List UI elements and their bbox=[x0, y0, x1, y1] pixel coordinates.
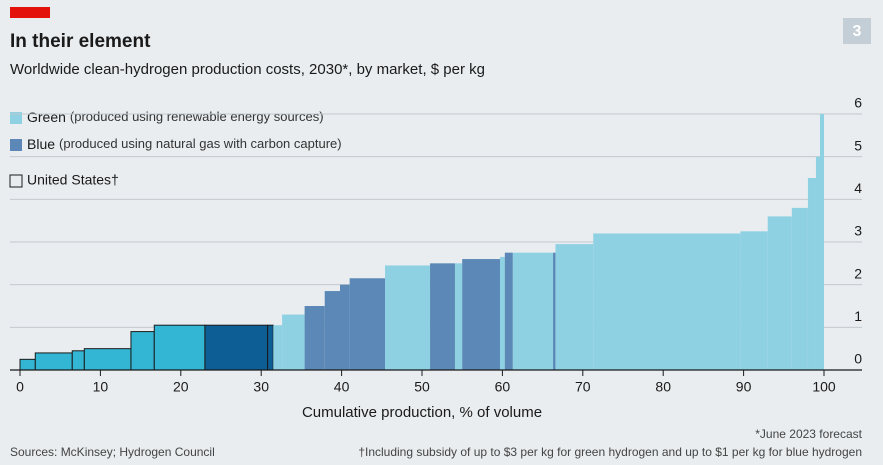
bar bbox=[740, 231, 768, 370]
legend-swatch bbox=[10, 112, 22, 124]
bar bbox=[34, 352, 73, 371]
x-tick-label: 80 bbox=[655, 379, 671, 395]
footnote: *June 2023 forecast bbox=[755, 427, 862, 441]
bar bbox=[462, 259, 500, 370]
bar bbox=[504, 252, 513, 370]
y-tick-label: 2 bbox=[854, 265, 862, 281]
legend-name: Blue bbox=[27, 136, 55, 152]
legend-entry: United States† bbox=[27, 172, 119, 188]
bar bbox=[819, 114, 824, 370]
bar bbox=[767, 216, 792, 370]
x-tick-label: 60 bbox=[495, 379, 511, 395]
badge: 3 bbox=[853, 23, 862, 40]
y-tick-label: 5 bbox=[854, 137, 862, 153]
bar bbox=[324, 291, 340, 370]
x-tick-label: 40 bbox=[334, 379, 350, 395]
source: Sources: McKinsey; Hydrogen Council bbox=[10, 445, 215, 459]
bar bbox=[304, 306, 325, 370]
bar bbox=[499, 256, 505, 370]
bar bbox=[430, 263, 455, 370]
legend-entry: Green (produced using renewable energy so… bbox=[27, 109, 324, 125]
bar bbox=[339, 284, 350, 370]
bar bbox=[273, 325, 283, 370]
legend-swatch bbox=[10, 139, 22, 151]
x-axis-label: Cumulative production, % of volume bbox=[302, 404, 542, 421]
bar bbox=[83, 348, 132, 371]
x-tick-label: 20 bbox=[173, 379, 189, 395]
bar bbox=[349, 278, 386, 370]
bar bbox=[593, 233, 741, 370]
bar bbox=[71, 350, 85, 371]
chart-title: In their element bbox=[10, 31, 151, 52]
bar bbox=[267, 324, 274, 371]
x-tick-label: 50 bbox=[414, 379, 430, 395]
chart-subtitle: Worldwide clean-hydrogen production cost… bbox=[10, 61, 485, 78]
x-tick-label: 0 bbox=[16, 379, 24, 395]
bar bbox=[555, 244, 594, 370]
bar bbox=[454, 263, 463, 370]
legend-name: Green bbox=[27, 109, 66, 125]
bar bbox=[19, 358, 36, 371]
red-tag bbox=[10, 7, 50, 18]
y-tick-label: 6 bbox=[854, 95, 862, 111]
legend-description: (produced using renewable energy sources… bbox=[70, 109, 324, 124]
subsidy-note: †Including subsidy of up to $3 per kg fo… bbox=[358, 445, 862, 459]
x-tick-label: 10 bbox=[93, 379, 109, 395]
x-tick-label: 100 bbox=[812, 379, 836, 395]
y-tick-label: 4 bbox=[854, 180, 862, 196]
y-tick-label: 0 bbox=[854, 351, 862, 367]
bar bbox=[815, 156, 820, 370]
bar bbox=[791, 207, 808, 370]
bar bbox=[282, 314, 305, 370]
bar bbox=[512, 252, 554, 370]
badge-box bbox=[843, 18, 871, 44]
legend-swatch bbox=[9, 174, 23, 188]
bar bbox=[130, 331, 155, 371]
bar bbox=[385, 265, 431, 370]
bar bbox=[153, 324, 206, 371]
legend-entry: Blue (produced using natural gas with car… bbox=[27, 136, 342, 152]
y-tick-label: 3 bbox=[854, 223, 862, 239]
x-tick-label: 90 bbox=[736, 379, 752, 395]
bar bbox=[204, 324, 269, 371]
x-tick-label: 70 bbox=[575, 379, 591, 395]
x-tick-label: 30 bbox=[253, 379, 269, 395]
y-tick-label: 1 bbox=[854, 308, 862, 324]
legend-description: (produced using natural gas with carbon … bbox=[59, 136, 342, 151]
bar bbox=[553, 252, 556, 370]
bar bbox=[807, 178, 816, 370]
